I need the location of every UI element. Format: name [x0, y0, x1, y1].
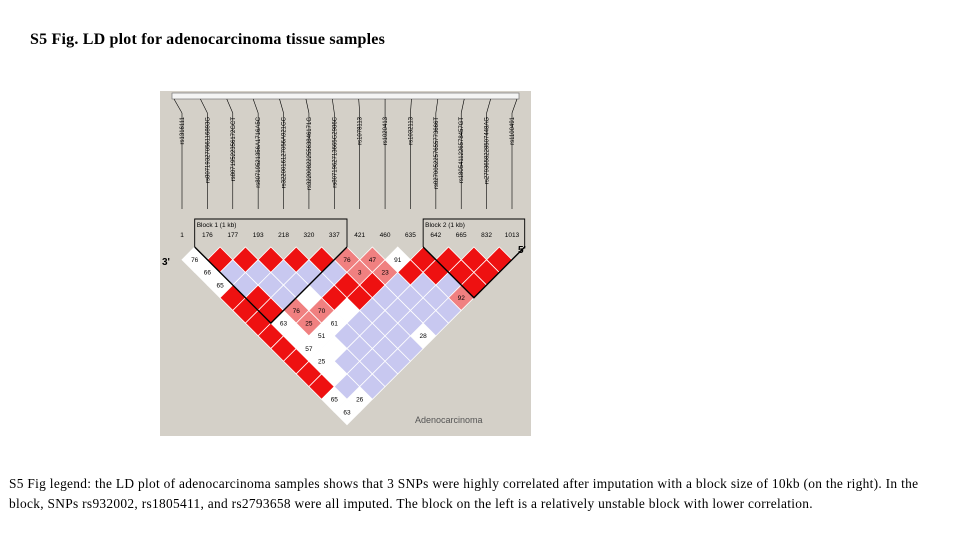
snp-name-label: rs1316111 [180, 116, 186, 144]
snp-name-label: rs3220016127056A921GC [282, 116, 288, 188]
marker-leader-line [200, 98, 208, 114]
five-prime-label: 5' [518, 245, 526, 256]
ld-cell-value: 63 [343, 409, 351, 416]
ld-cell-value: 91 [394, 257, 402, 264]
marker-leader-line [358, 98, 360, 114]
ld-cell-value: 47 [369, 257, 377, 264]
snp-name-label: rs80719327056116893G [205, 117, 211, 183]
ld-cell-value: 3 [358, 270, 362, 277]
marker-leader-line [332, 98, 335, 114]
snp-name-label: rs80719522356172GCT [231, 117, 237, 182]
position-ruler [171, 92, 520, 100]
ld-cell-value: 76 [343, 257, 351, 264]
marker-leader-line [252, 98, 259, 114]
marker-leader-line [511, 98, 518, 114]
snp-position-label: 635 [405, 232, 416, 239]
snp-position-label: 193 [253, 232, 264, 239]
snp-position-label: 176 [202, 232, 213, 239]
ld-cell-value: 25 [305, 320, 313, 327]
snp-name-label: rs80719521356A1716A5C [256, 116, 262, 187]
ld-cell-value: 63 [280, 320, 288, 327]
ld-cell-value: 61 [331, 320, 339, 327]
marker-leader-line [486, 98, 491, 114]
snp-position-label: 337 [329, 232, 340, 239]
figure-title: S5 Fig. LD plot for adenocarcinoma tissu… [30, 31, 385, 48]
snp-position-label: 460 [380, 232, 391, 239]
haplotype-block-outline [422, 246, 526, 299]
ld-cell-value: 70 [318, 308, 326, 315]
ld-plot-panel: rs1316111 1 rs80719327056116893G 176 rs80719… [160, 91, 531, 436]
ld-cell-value: 23 [381, 270, 389, 277]
ld-cell-value: 66 [204, 270, 212, 277]
snp-name-label: rs1032113 [408, 116, 414, 145]
snp-name-label: rs1078113 [358, 116, 364, 145]
ld-cell-value: 65 [331, 397, 339, 404]
marker-leader-line [435, 98, 439, 114]
haplotype-block-bracket [194, 218, 348, 247]
ld-cell-value: 51 [318, 333, 326, 340]
snp-position-label: 177 [227, 232, 238, 239]
snp-position-label: 1 [180, 232, 184, 239]
snp-name-label: rs2793658228507448AG [485, 117, 491, 184]
three-prime-label: 3' [162, 257, 170, 268]
marker-leader-line [305, 98, 310, 114]
marker-leader-line [460, 98, 465, 114]
ld-cell-value: 76 [191, 257, 199, 264]
marker-leader-line [226, 98, 234, 114]
snp-position-label: 642 [430, 232, 441, 239]
ld-cell-value: 92 [458, 295, 466, 302]
ld-matrix: 76 66 65 65 63 63 57 25 26 76 25 51 70 61 76 3 28 47 23 91 9… [181, 246, 513, 426]
snp-position-label: 1013 [505, 232, 520, 239]
ld-cell-value: 26 [356, 397, 364, 404]
snp-name-label: rs8071962713665G2986C [332, 116, 338, 187]
haplotype-block-outline [194, 246, 348, 325]
figure-caption: S5 Fig legend: the LD plot of adenocarci… [9, 476, 919, 511]
ld-cell-value: 57 [305, 346, 313, 353]
snp-name-label: rs1100491 [510, 116, 516, 145]
ld-cell-value: 76 [293, 308, 301, 315]
ld-cell-value: 28 [420, 333, 428, 340]
ld-cell-value: 25 [318, 359, 326, 366]
snp-name-label: rs3220082225563846171G [307, 117, 313, 190]
haplotype-block-label: Block 1 (1 kb) [197, 222, 237, 229]
snp-position-label: 421 [354, 232, 365, 239]
marker-leader-line [279, 98, 284, 114]
marker-leader-line [410, 98, 412, 114]
population-watermark: Adenocarcinoma [415, 415, 483, 425]
snp-name-label: rs8270052257655773666T [434, 117, 440, 189]
snp-position-label: 665 [456, 232, 467, 239]
haplotype-blocks: Block 1 (1 kb) Block 2 (1 kb) [194, 218, 526, 325]
haplotype-block-label: Block 2 (1 kb) [425, 222, 465, 229]
snp-name-label: rs1020413 [383, 116, 389, 145]
snp-position-label: 320 [303, 232, 314, 239]
ld-plot: rs1316111 1 rs80719327056116893G 176 rs80719… [162, 92, 526, 426]
snp-name-label: rs1805411226578457GT [459, 117, 465, 184]
ld-cell-value: 65 [216, 282, 224, 289]
snp-position-label: 218 [278, 232, 289, 239]
marker-leader-line [173, 98, 183, 114]
haplotype-block-bracket [422, 218, 526, 247]
marker-layer: rs1316111 1 rs80719327056116893G 176 rs80719… [171, 92, 520, 239]
snp-position-label: 832 [481, 232, 492, 239]
